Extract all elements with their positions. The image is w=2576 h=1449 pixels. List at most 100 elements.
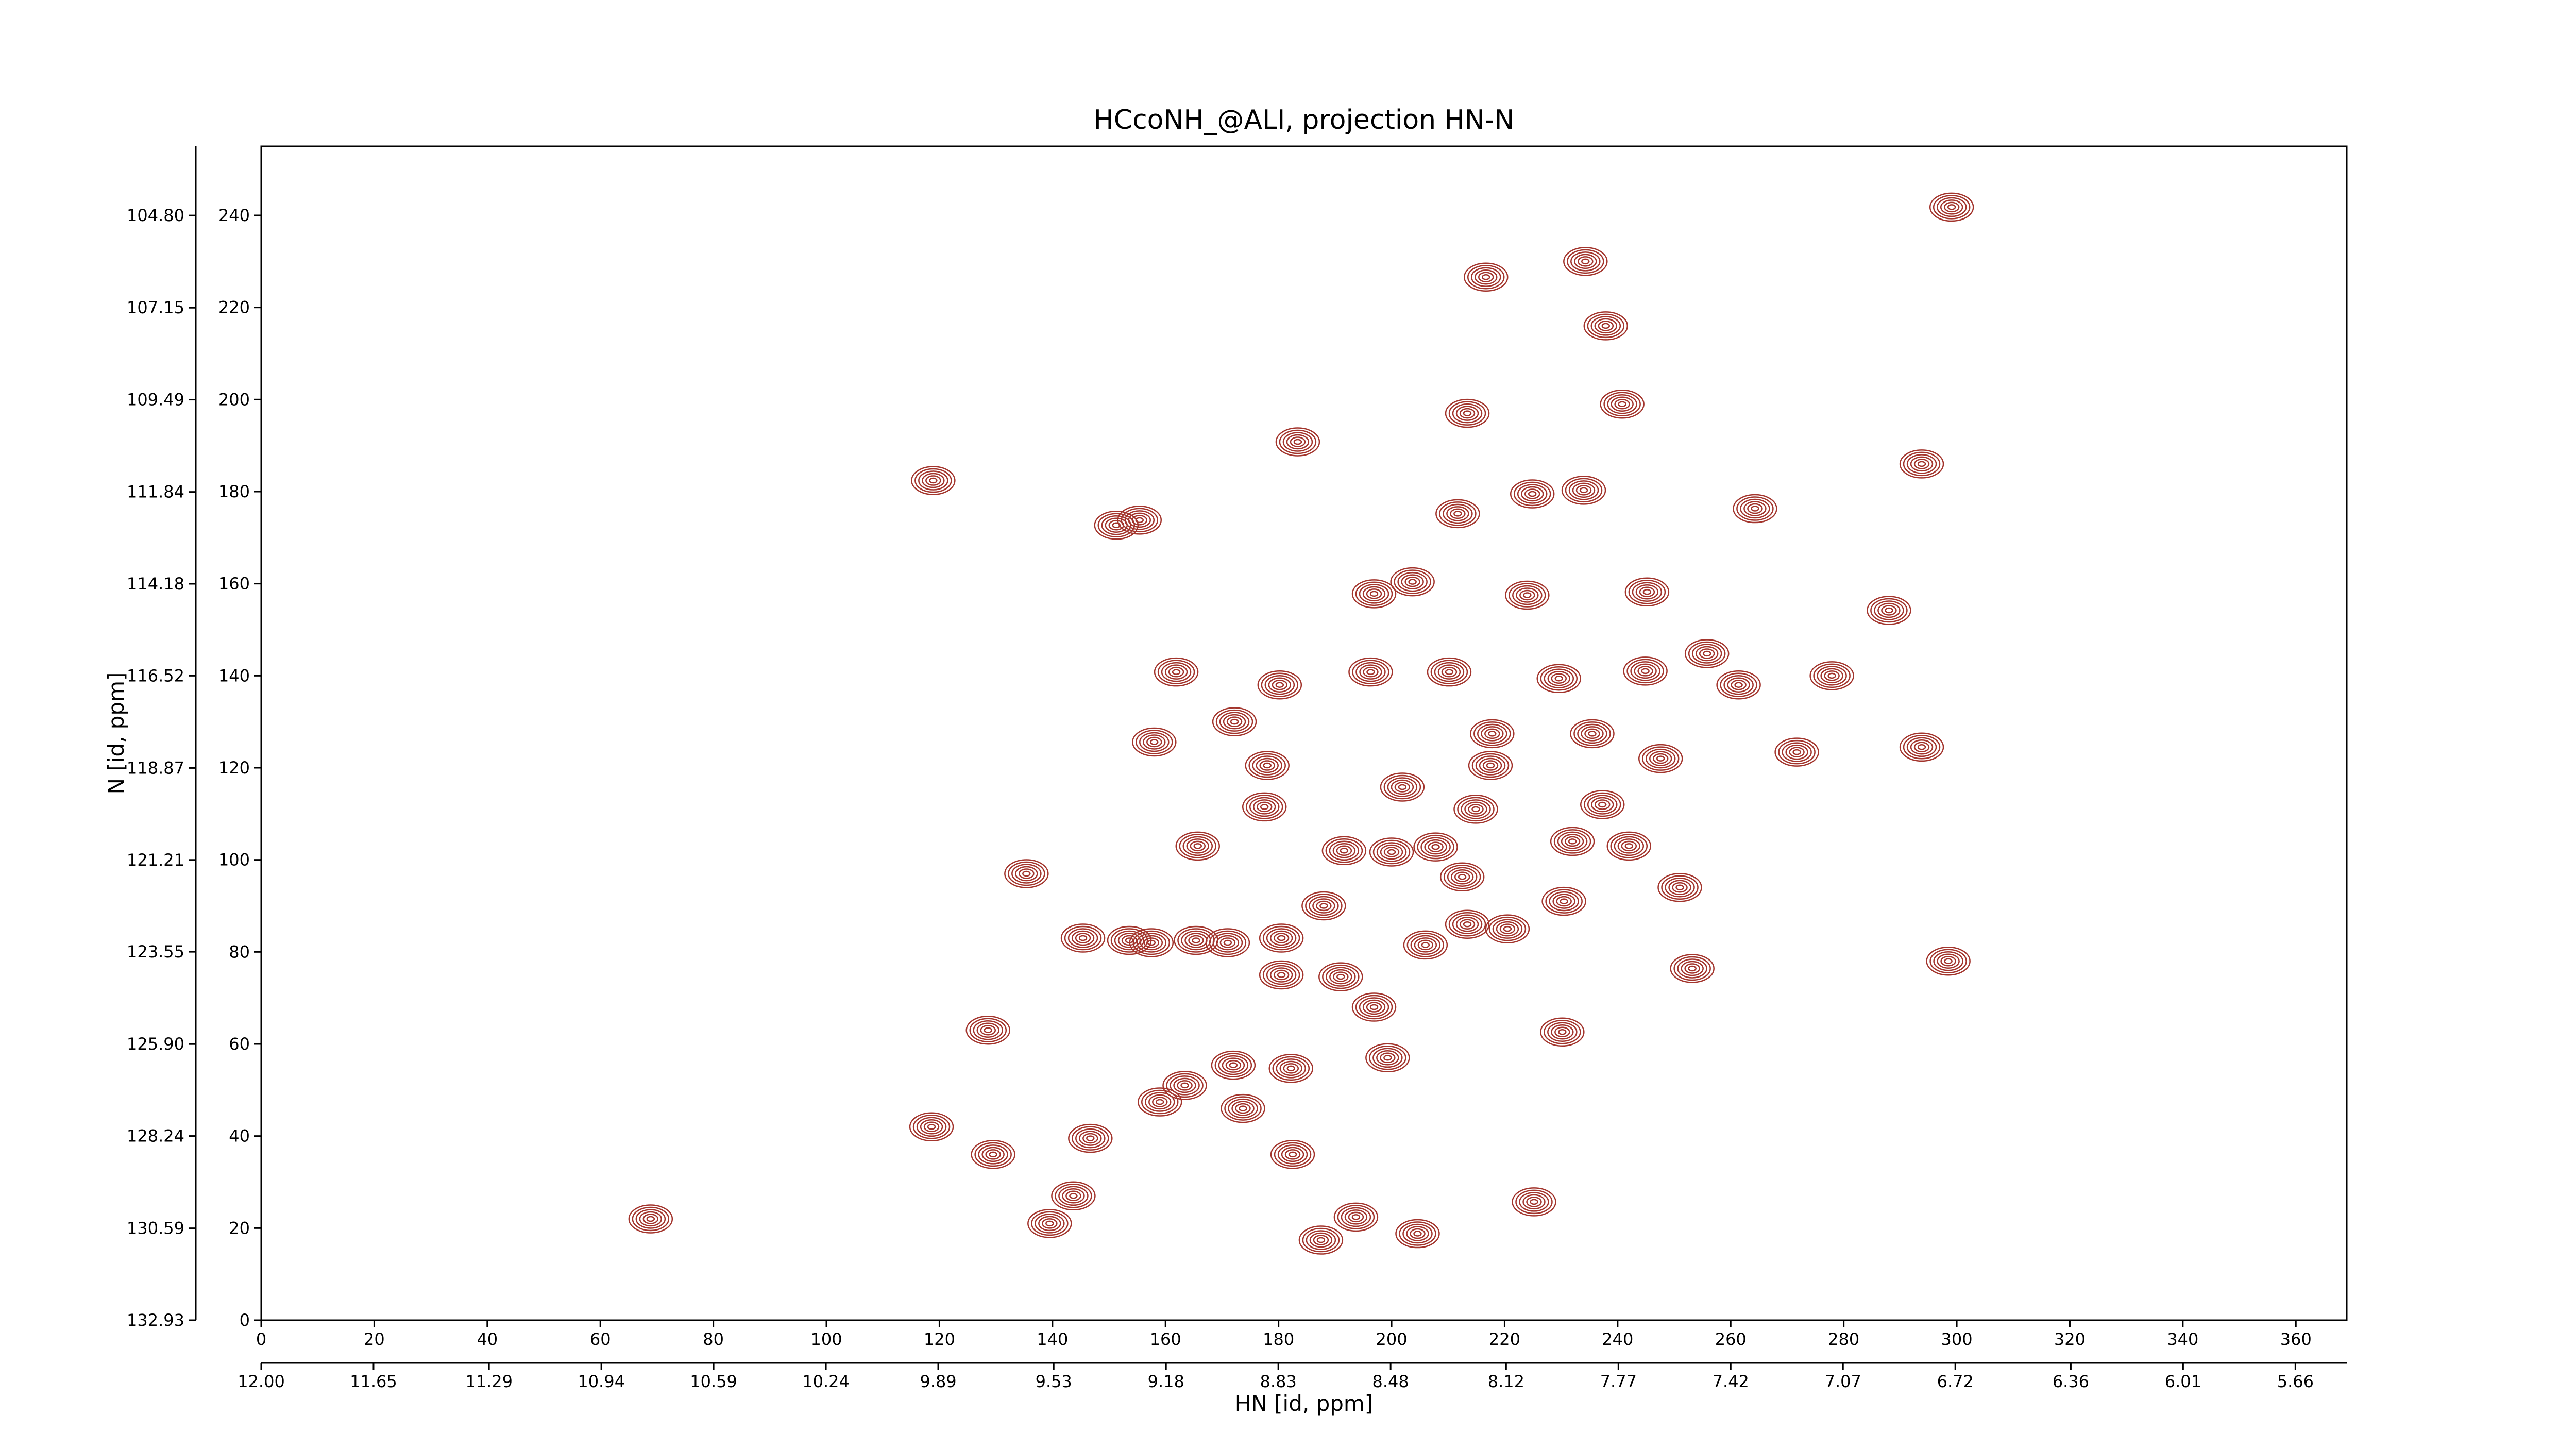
contour-level xyxy=(1260,804,1269,810)
contour-level xyxy=(1471,753,1510,778)
x2-tick-label: 8.48 xyxy=(1372,1372,1409,1391)
contour-level xyxy=(1276,1058,1307,1079)
contour-level xyxy=(1530,1199,1538,1205)
contour-level xyxy=(1351,579,1397,609)
contour-level xyxy=(1496,921,1519,937)
contour-level xyxy=(1404,576,1420,587)
contour-level xyxy=(1461,799,1491,819)
contour-level xyxy=(1699,648,1715,659)
peak xyxy=(1245,751,1290,780)
contour-level xyxy=(1399,1221,1436,1246)
contour-level xyxy=(1544,668,1574,688)
peak xyxy=(1463,262,1509,292)
contour-level xyxy=(1936,197,1967,217)
x2-tick-label: 10.24 xyxy=(802,1372,850,1391)
contour-level xyxy=(1164,664,1188,680)
contour-level xyxy=(1302,1227,1340,1253)
peak xyxy=(1162,1071,1207,1100)
contour-level xyxy=(1519,589,1535,601)
contour-level xyxy=(1121,935,1138,946)
contour-level xyxy=(1114,930,1145,951)
contour-level xyxy=(1621,840,1637,852)
contour-level xyxy=(1649,751,1672,766)
contour-level xyxy=(1481,274,1490,280)
contour-level xyxy=(1545,889,1583,914)
contour-level xyxy=(1614,836,1645,856)
contour-level xyxy=(1463,921,1472,928)
contour-level xyxy=(1448,912,1486,937)
contour-level xyxy=(912,1115,951,1139)
contour-level xyxy=(1505,580,1550,610)
contour-level xyxy=(1452,403,1483,424)
contour-level xyxy=(1172,669,1181,675)
contour-level xyxy=(1157,660,1195,684)
x-tick-label: 360 xyxy=(2280,1329,2312,1349)
contour-level xyxy=(920,1119,943,1135)
contour-level xyxy=(1614,399,1630,410)
contour-level xyxy=(1611,396,1634,412)
contour-level xyxy=(1224,1096,1262,1121)
y-axis-label: N [id, ppm] xyxy=(104,672,129,795)
contour-level xyxy=(1443,503,1473,524)
contour-level xyxy=(1413,832,1458,862)
x-tick-label: 20 xyxy=(364,1329,385,1349)
peak xyxy=(1453,795,1498,824)
contour-level xyxy=(1121,508,1159,533)
contour-level xyxy=(1817,666,1847,686)
contour-level xyxy=(1736,496,1774,521)
contour-level xyxy=(1156,1099,1164,1105)
contour-level xyxy=(1607,394,1637,414)
peak xyxy=(1445,909,1490,939)
x2-tick-label: 5.66 xyxy=(2277,1372,2314,1391)
contour-level xyxy=(1019,868,1035,879)
contour-level xyxy=(1870,598,1908,623)
x-tick-label: 160 xyxy=(1150,1329,1181,1349)
contour-level xyxy=(1259,960,1304,990)
contour-level xyxy=(1380,844,1403,860)
contour-level xyxy=(1906,454,1937,474)
contour-level xyxy=(1152,1097,1168,1107)
contour-level xyxy=(1445,398,1490,428)
peak xyxy=(1333,1202,1379,1232)
contour-level xyxy=(1567,249,1604,274)
contour-level xyxy=(1675,884,1684,891)
peak xyxy=(1403,930,1448,960)
contour-level xyxy=(1272,1056,1310,1081)
contour-level xyxy=(1470,719,1515,749)
contour-level xyxy=(1568,838,1577,845)
contour-level xyxy=(1281,1147,1304,1162)
contour-level xyxy=(1587,313,1625,339)
contour-level xyxy=(1774,737,1819,767)
contour-level xyxy=(1688,965,1697,972)
contour-level xyxy=(918,470,948,491)
contour-level xyxy=(1228,1098,1258,1119)
y-tick-label: 120 xyxy=(218,758,250,778)
contour-level xyxy=(1305,894,1343,918)
contour-level xyxy=(1326,967,1356,987)
contour-level xyxy=(989,1151,997,1158)
x-tick-label: 0 xyxy=(256,1329,266,1349)
x2-tick-label: 6.36 xyxy=(2053,1372,2089,1391)
contour-level xyxy=(1277,972,1286,978)
contour-level xyxy=(1575,485,1592,496)
peak xyxy=(1624,577,1670,606)
contour-level xyxy=(1747,503,1763,514)
contour-level xyxy=(1544,1020,1581,1044)
x2-tick-label: 8.12 xyxy=(1488,1372,1524,1391)
contour-level xyxy=(1431,844,1440,850)
contour-level xyxy=(1211,1050,1256,1080)
contour-level xyxy=(1670,954,1715,983)
peak xyxy=(1301,891,1346,921)
contour-level xyxy=(1557,831,1588,852)
contour-level xyxy=(1369,837,1414,867)
contour-level xyxy=(1568,480,1599,500)
contour-level xyxy=(1394,782,1411,793)
peak xyxy=(1242,792,1287,822)
contour-level xyxy=(1359,664,1382,680)
y-tick-label: 220 xyxy=(218,298,250,317)
contour-level xyxy=(1672,882,1688,893)
contour-level xyxy=(1071,930,1095,946)
x2-tick-label: 9.89 xyxy=(920,1372,956,1391)
contour-level xyxy=(1618,401,1626,408)
